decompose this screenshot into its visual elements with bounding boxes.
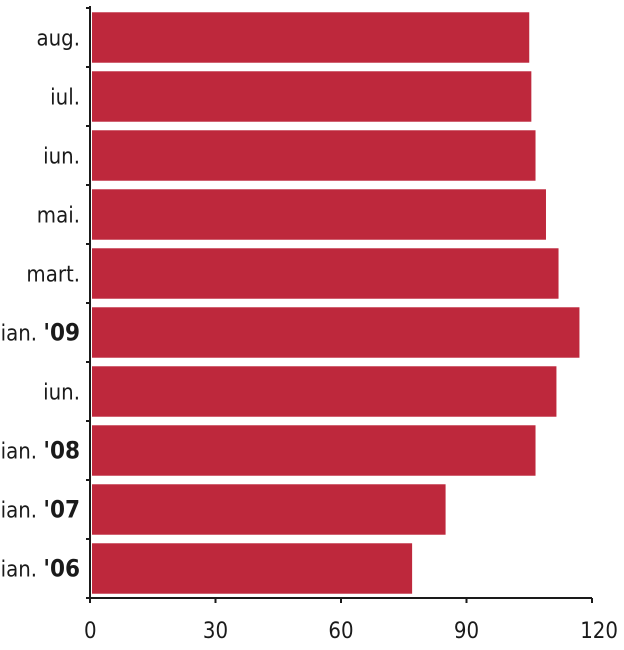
x-tick-label: 30	[203, 619, 228, 644]
category-label: mai.	[37, 204, 80, 229]
category-labels-group: aug. iul. iun. mai. mart. ian. '09 iun. ian. '0…	[1, 27, 80, 583]
category-month: ian.	[1, 558, 44, 583]
bar	[92, 543, 413, 594]
category-label: ian. '06	[1, 555, 80, 583]
bar	[92, 71, 532, 122]
category-year: '08	[43, 437, 80, 465]
category-month: mai.	[37, 204, 80, 229]
category-month: aug.	[36, 27, 80, 52]
category-year: '09	[43, 319, 80, 347]
category-month: iul.	[50, 86, 80, 111]
category-month: iun.	[43, 381, 80, 406]
bar	[92, 484, 446, 535]
category-label: ian. '07	[1, 496, 80, 524]
x-tick-label: 90	[454, 619, 479, 644]
category-label: ian. '09	[1, 319, 80, 347]
category-month: mart.	[26, 263, 80, 288]
bar	[92, 248, 559, 299]
category-month: ian.	[1, 322, 44, 347]
bar	[92, 366, 557, 417]
category-label: iul.	[50, 86, 80, 111]
category-year: '06	[43, 555, 80, 583]
x-tick-label: 60	[328, 619, 353, 644]
category-label: ian. '08	[1, 437, 80, 465]
x-tick-label: 0	[84, 619, 97, 644]
category-month: ian.	[1, 440, 44, 465]
category-label: iun.	[43, 381, 80, 406]
category-label: aug.	[36, 27, 80, 52]
bar	[92, 189, 546, 240]
category-label: iun.	[43, 145, 80, 170]
category-year: '07	[43, 496, 80, 524]
bar	[92, 307, 580, 358]
category-month: iun.	[43, 145, 80, 170]
bar	[92, 425, 536, 476]
category-label: mart.	[26, 263, 80, 288]
category-month: ian.	[1, 499, 44, 524]
x-ticks-group: 0 30 60 90 120	[84, 7, 618, 644]
bar	[92, 12, 530, 63]
x-tick-label: 120	[580, 619, 618, 644]
bars-group	[92, 12, 580, 594]
bar	[92, 130, 536, 181]
